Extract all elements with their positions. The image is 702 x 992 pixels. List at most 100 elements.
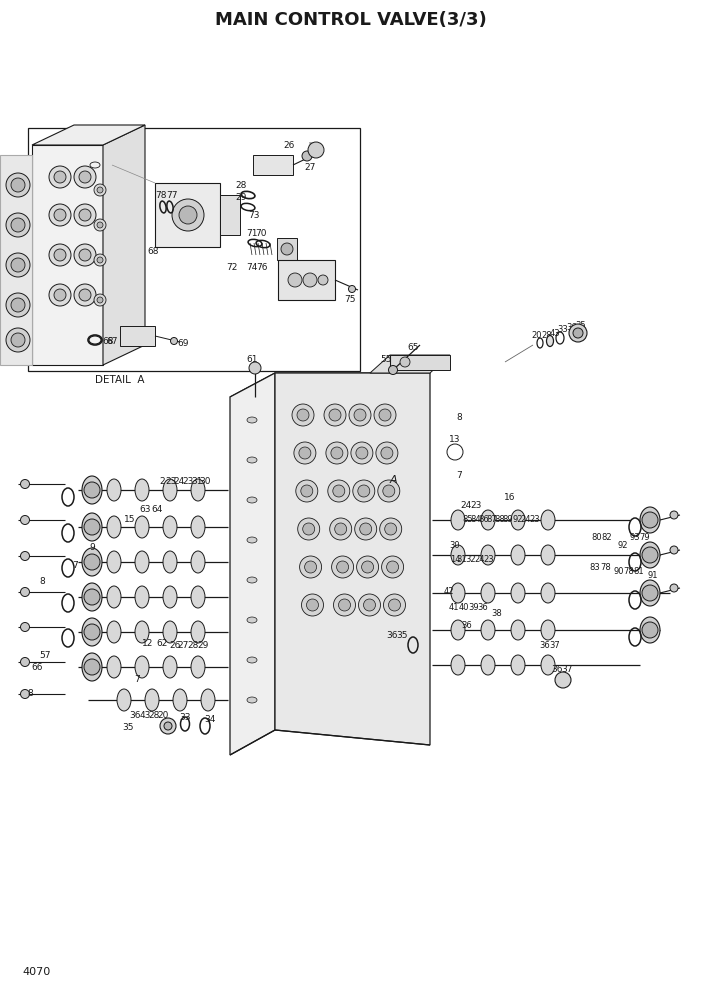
Text: 61: 61 [246,355,258,364]
Circle shape [94,254,106,266]
Circle shape [300,556,322,578]
Ellipse shape [541,655,555,675]
Ellipse shape [191,516,205,538]
Ellipse shape [451,620,465,640]
Ellipse shape [107,656,121,678]
Polygon shape [370,355,450,373]
Ellipse shape [640,617,660,643]
Text: 90: 90 [614,567,624,576]
Ellipse shape [541,620,555,640]
Text: 43: 43 [550,328,560,337]
Circle shape [292,404,314,426]
Polygon shape [32,125,145,145]
Circle shape [11,333,25,347]
Ellipse shape [541,545,555,565]
Text: 76: 76 [256,264,267,273]
Ellipse shape [191,656,205,678]
Circle shape [11,178,25,192]
Text: 28: 28 [148,710,159,719]
Ellipse shape [163,551,177,573]
Text: 27: 27 [178,642,189,651]
Text: 42: 42 [444,587,454,596]
Circle shape [54,171,66,183]
Ellipse shape [135,551,149,573]
Ellipse shape [191,586,205,608]
Circle shape [338,599,350,611]
Text: 80: 80 [592,534,602,543]
Text: 78: 78 [623,566,635,575]
Text: 72: 72 [226,263,238,272]
Text: 71: 71 [246,228,258,237]
Text: 12: 12 [143,639,154,648]
Circle shape [328,480,350,502]
Text: 87: 87 [486,516,498,525]
Polygon shape [0,155,32,365]
Circle shape [160,718,176,734]
Ellipse shape [82,653,102,681]
Text: 57: 57 [39,651,51,660]
Circle shape [379,409,391,421]
Ellipse shape [107,586,121,608]
Circle shape [54,249,66,261]
Circle shape [288,273,302,287]
Circle shape [6,213,30,237]
Ellipse shape [511,620,525,640]
Circle shape [281,243,293,255]
Text: 15: 15 [124,515,135,524]
Circle shape [74,204,96,226]
Circle shape [79,249,91,261]
Circle shape [381,447,393,459]
Text: 39: 39 [469,603,479,612]
Ellipse shape [191,551,205,573]
Text: 75: 75 [344,296,356,305]
Text: 24: 24 [461,501,472,510]
Ellipse shape [163,621,177,643]
Circle shape [11,218,25,232]
Text: 23: 23 [530,516,541,525]
Circle shape [179,206,197,224]
Circle shape [84,519,100,535]
Circle shape [20,689,29,698]
Ellipse shape [451,545,465,565]
Text: 63: 63 [139,506,151,515]
Ellipse shape [82,548,102,576]
Circle shape [305,561,317,573]
Circle shape [94,294,106,306]
Circle shape [301,594,324,616]
Text: 20: 20 [531,330,542,339]
Text: 41: 41 [449,602,459,611]
Ellipse shape [82,476,102,504]
Text: 36: 36 [129,710,140,719]
Circle shape [84,482,100,498]
Ellipse shape [640,580,660,606]
Text: 82: 82 [602,534,612,543]
Ellipse shape [546,335,553,346]
Polygon shape [103,125,145,365]
Text: 43: 43 [139,710,151,719]
Ellipse shape [107,479,121,501]
Circle shape [296,480,318,502]
Text: 23: 23 [470,501,482,510]
Circle shape [642,585,658,601]
Text: 66: 66 [32,664,43,673]
Circle shape [249,362,261,374]
Polygon shape [277,238,297,260]
Text: 92: 92 [618,541,628,550]
Ellipse shape [451,655,465,675]
Text: 73: 73 [249,210,260,219]
Circle shape [354,409,366,421]
Circle shape [330,518,352,540]
Text: 65: 65 [407,343,419,352]
Circle shape [351,442,373,464]
Circle shape [299,447,311,459]
Circle shape [11,298,25,312]
Text: 13: 13 [449,435,461,444]
Ellipse shape [640,507,660,533]
Circle shape [297,409,309,421]
Text: 33: 33 [179,713,191,722]
Ellipse shape [511,583,525,603]
Circle shape [642,547,658,563]
Text: 7: 7 [456,471,462,480]
Text: 20: 20 [157,710,168,719]
Circle shape [388,365,397,375]
